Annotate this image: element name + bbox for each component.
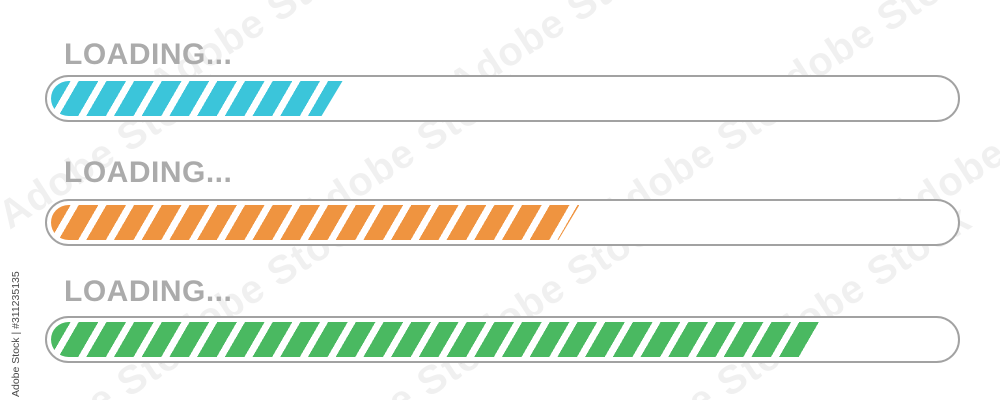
- progress-track-3: [45, 316, 960, 363]
- progress-track-1: [45, 75, 960, 122]
- stock-credit-text: Adobe Stock | #311235135: [10, 271, 22, 397]
- progress-fill-1: [51, 81, 343, 116]
- loading-label-1: LOADING...: [64, 38, 233, 71]
- loading-label-2: LOADING...: [64, 156, 233, 189]
- progress-fill-2: [51, 205, 579, 240]
- loading-label-3: LOADING...: [64, 275, 233, 308]
- progress-track-2: [45, 199, 960, 246]
- progress-fill-3: [51, 322, 825, 357]
